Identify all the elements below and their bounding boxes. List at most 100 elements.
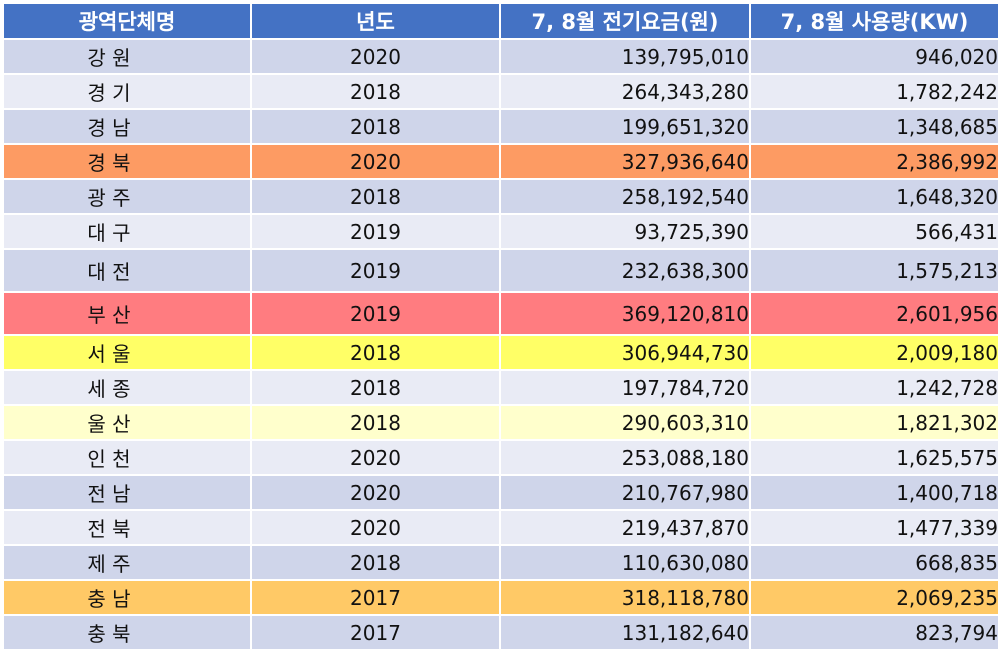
table-row: 전 북 2020 219,437,870 1,477,339 [2, 510, 1000, 546]
region-cell: 대 전 [2, 249, 252, 293]
year-cell: 2017 [250, 580, 501, 616]
region-label: 경 남 [87, 116, 131, 140]
cost-cell: 139,795,010 [499, 39, 751, 75]
table-row: 충 북 2017 131,182,640 823,794 [2, 615, 1000, 651]
table-row: 부 산 2019 369,120,810 2,601,956 [2, 292, 1000, 336]
table-row: 대 구 2019 93,725,390 566,431 [2, 214, 1000, 250]
table-row: 전 남 2020 210,767,980 1,400,718 [2, 475, 1000, 511]
table-row: 경 기 2018 264,343,280 1,782,242 [2, 74, 1000, 110]
region-cell: 대 구 [2, 214, 252, 250]
region-label: 충 남 [87, 587, 131, 611]
table-row: 강 원 2020 139,795,010 946,020 [2, 39, 1000, 75]
region-label: 전 남 [87, 482, 131, 506]
year-cell: 2020 [250, 39, 501, 75]
year-cell: 2017 [250, 615, 501, 651]
region-cell: 세 종 [2, 370, 252, 406]
header-cost: 7, 8월 전기요금(원) [499, 2, 751, 40]
usage-cell: 1,575,213 [749, 249, 1000, 293]
region-cell: 광 주 [2, 179, 252, 215]
region-cell: 부 산 [2, 292, 252, 336]
region-label: 세 종 [87, 377, 131, 401]
region-cell: 인 천 [2, 440, 252, 476]
table-row: 서 울 2018 306,944,730 2,009,180 [2, 335, 1000, 371]
year-cell: 2018 [250, 370, 501, 406]
table-body: 강 원 2020 139,795,010 946,020 경 기 2018 264,343,… [2, 39, 1000, 651]
table-row: 인 천 2020 253,088,180 1,625,575 [2, 440, 1000, 476]
table-row: 대 전 2019 232,638,300 1,575,213 [2, 249, 1000, 293]
year-cell: 2018 [250, 335, 501, 371]
year-cell: 2020 [250, 144, 501, 180]
usage-cell: 1,348,685 [749, 109, 1000, 145]
usage-cell: 946,020 [749, 39, 1000, 75]
usage-cell: 1,242,728 [749, 370, 1000, 406]
region-cell: 경 북 [2, 144, 252, 180]
table-row: 세 종 2018 197,784,720 1,242,728 [2, 370, 1000, 406]
usage-cell: 668,835 [749, 545, 1000, 581]
region-label: 대 구 [87, 221, 131, 245]
cost-cell: 93,725,390 [499, 214, 751, 250]
region-label: 광 주 [87, 186, 131, 210]
year-cell: 2019 [250, 214, 501, 250]
header-usage: 7, 8월 사용량(KW) [749, 2, 1000, 40]
year-cell: 2020 [250, 440, 501, 476]
region-cell: 울 산 [2, 405, 252, 441]
region-label: 울 산 [87, 412, 131, 436]
table-row: 광 주 2018 258,192,540 1,648,320 [2, 179, 1000, 215]
region-label: 전 북 [87, 517, 131, 541]
cost-cell: 131,182,640 [499, 615, 751, 651]
region-cell: 강 원 [2, 39, 252, 75]
region-label: 인 천 [87, 447, 131, 471]
cost-cell: 197,784,720 [499, 370, 751, 406]
cost-cell: 369,120,810 [499, 292, 751, 336]
usage-cell: 1,648,320 [749, 179, 1000, 215]
table-row: 경 남 2018 199,651,320 1,348,685 [2, 109, 1000, 145]
region-cell: 전 북 [2, 510, 252, 546]
region-label: 부 산 [87, 303, 131, 327]
usage-cell: 1,821,302 [749, 405, 1000, 441]
table-row: 충 남 2017 318,118,780 2,069,235 [2, 580, 1000, 616]
usage-cell: 823,794 [749, 615, 1000, 651]
year-cell: 2018 [250, 109, 501, 145]
cost-cell: 199,651,320 [499, 109, 751, 145]
region-label: 경 북 [87, 151, 131, 175]
year-cell: 2018 [250, 405, 501, 441]
region-cell: 제 주 [2, 545, 252, 581]
year-cell: 2020 [250, 510, 501, 546]
usage-cell: 2,386,992 [749, 144, 1000, 180]
usage-cell: 1,477,339 [749, 510, 1000, 546]
year-cell: 2020 [250, 475, 501, 511]
usage-cell: 1,625,575 [749, 440, 1000, 476]
region-label: 제 주 [87, 552, 131, 576]
usage-cell: 2,009,180 [749, 335, 1000, 371]
cost-cell: 264,343,280 [499, 74, 751, 110]
usage-cell: 566,431 [749, 214, 1000, 250]
cost-cell: 219,437,870 [499, 510, 751, 546]
year-cell: 2018 [250, 545, 501, 581]
usage-cell: 2,601,956 [749, 292, 1000, 336]
usage-cell: 1,400,718 [749, 475, 1000, 511]
region-cell: 경 기 [2, 74, 252, 110]
region-cell: 서 울 [2, 335, 252, 371]
year-cell: 2019 [250, 292, 501, 336]
header-row: 광역단체명 년도 7, 8월 전기요금(원) 7, 8월 사용량(KW) [2, 2, 1000, 40]
year-cell: 2019 [250, 249, 501, 293]
cost-cell: 327,936,640 [499, 144, 751, 180]
region-label: 강 원 [87, 46, 131, 70]
region-label: 충 북 [87, 622, 131, 646]
cost-cell: 253,088,180 [499, 440, 751, 476]
table-row: 울 산 2018 290,603,310 1,821,302 [2, 405, 1000, 441]
region-label: 대 전 [87, 260, 131, 284]
table-row: 제 주 2018 110,630,080 668,835 [2, 545, 1000, 581]
header-region: 광역단체명 [2, 2, 252, 40]
cost-cell: 110,630,080 [499, 545, 751, 581]
region-label: 경 기 [87, 81, 131, 105]
region-cell: 충 북 [2, 615, 252, 651]
cost-cell: 306,944,730 [499, 335, 751, 371]
region-cell: 충 남 [2, 580, 252, 616]
table-row: 경 북 2020 327,936,640 2,386,992 [2, 144, 1000, 180]
year-cell: 2018 [250, 179, 501, 215]
cost-cell: 258,192,540 [499, 179, 751, 215]
region-label: 서 울 [87, 342, 131, 366]
year-cell: 2018 [250, 74, 501, 110]
